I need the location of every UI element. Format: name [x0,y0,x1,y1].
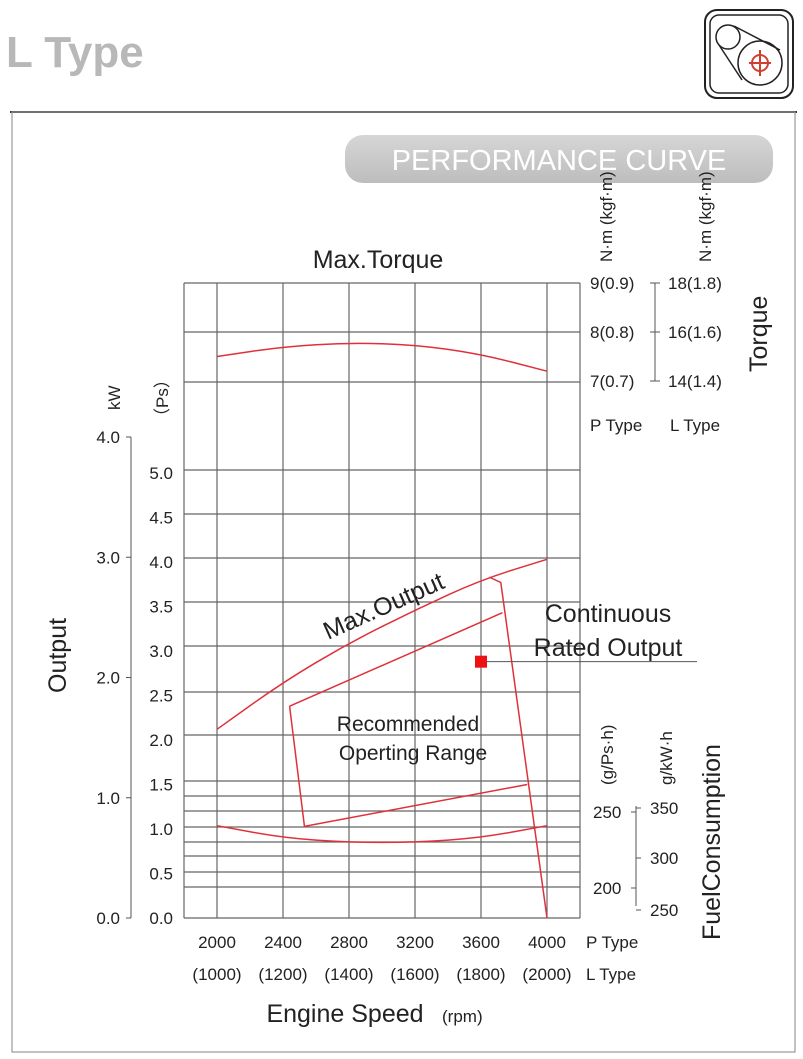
x-tick-p: 3600 [462,933,500,952]
ps-tick-label: 1.5 [149,776,173,795]
fuel-unit-l: g/kW·h [657,731,676,785]
fuel-tick-l: 250 [650,901,678,920]
torque-tick-p: 9(0.9) [590,274,634,293]
output-axis-label: Output [44,618,72,693]
x-tick-p: 3200 [396,933,434,952]
x-tick-l: (2000) [522,965,571,984]
x-ticks: 2000 (1000) 2400 (1200) 2800 (1400) 3200 (1600)… [192,933,571,984]
operating-range-outline [288,706,528,828]
x-tick-p: 2000 [198,933,236,952]
kw-tick-label: 0.0 [96,909,120,928]
x-tick-l: (1800) [456,965,505,984]
fuel-tick-l: 350 [650,799,678,818]
ps-tick-label: 4.0 [149,553,173,572]
banner-title: PERFORMANCE CURVE [392,145,727,177]
fuel-unit-p: (g/Ps·h) [598,725,617,785]
kw-tick-label: 1.0 [96,789,120,808]
rated-point [475,655,487,668]
fuel-ticks: 250 200 350 300 250 [593,799,678,920]
page-title: L Type [6,28,144,77]
ps-tick-label: 0.0 [149,909,173,928]
chart-frame [11,111,796,1053]
torque-tick-l: 16(1.6) [668,323,722,342]
operating-range-right-edge [488,576,548,919]
kw-unit: kW [105,385,124,410]
x-tick-p: 4000 [528,933,566,952]
range-label-1: Recommended [337,713,479,736]
max-torque-label: Max.Torque [313,246,444,274]
x-tick-l: (1200) [258,965,307,984]
rated-label-2: Rated Output [534,634,683,662]
fuel-axis-label: FuelConsumption [698,744,726,940]
ps-tick-label: 4.5 [149,509,173,528]
fuel-tick-p: 250 [593,803,621,822]
ps-tick-label: 1.0 [149,820,173,839]
x-tick-p: 2400 [264,933,302,952]
torque-tick-p: 7(0.7) [590,372,634,391]
banner-pill [345,135,773,183]
chart-marks [216,342,697,919]
range-label-2: Operting Range [339,742,487,765]
torque-unit-l: N·m (kgf·m) [696,171,715,262]
x-axis-label: Engine Speed [266,1000,423,1028]
kw-ticks: 4.0 3.0 2.0 1.0 0.0 [96,428,131,928]
x-tick-l: (1400) [324,965,373,984]
max-output-label: Max.Output [319,567,448,645]
kw-tick-label: 2.0 [96,669,120,688]
belt-pulley-icon [704,9,794,99]
ps-tick-label: 3.5 [149,598,173,617]
ps-tick-label: 5.0 [149,464,173,483]
fuel-tick-p: 200 [593,879,621,898]
torque-ticks: 9(0.9) 18(1.8) 8(0.8) 16(1.6) 7(0.7) 14(1.4) [590,274,722,391]
rated-label-1: Continuous [545,600,671,628]
x-tick-l: (1600) [390,965,439,984]
x-row-label-p: P Type [586,933,638,952]
ps-tick-label: 2.0 [149,731,173,750]
torque-axis-label: Torque [745,296,773,372]
torque-tick-l: 18(1.8) [668,274,722,293]
ps-tick-label: 0.5 [149,865,173,884]
x-tick-p: 2800 [330,933,368,952]
continuous-rated-line [289,612,503,707]
kw-tick-label: 4.0 [96,428,120,447]
x-row-label-l: L Type [586,965,636,984]
series-max-output [216,558,548,730]
x-tick-l: (1000) [192,965,241,984]
series-fuel-consumption [216,824,548,844]
x-axis-unit: (rpm) [442,1007,483,1026]
torque-tick-l: 14(1.4) [668,372,722,391]
torque-l-type-label: L Type [670,416,720,435]
torque-unit-p: N·m (kgf·m) [597,171,616,262]
kw-tick-label: 3.0 [96,548,120,567]
fuel-tick-l: 300 [650,849,678,868]
ps-unit: （Ps） [153,371,172,425]
series-max-torque [216,342,548,372]
ps-tick-label: 3.0 [149,642,173,661]
ps-ticks: 5.0 4.5 4.0 3.5 3.0 2.5 2.0 1.5 1.0 0.5 0.0 [149,464,173,928]
torque-p-type-label: P Type [590,416,642,435]
ps-tick-label: 2.5 [149,687,173,706]
torque-tick-p: 8(0.8) [590,323,634,342]
